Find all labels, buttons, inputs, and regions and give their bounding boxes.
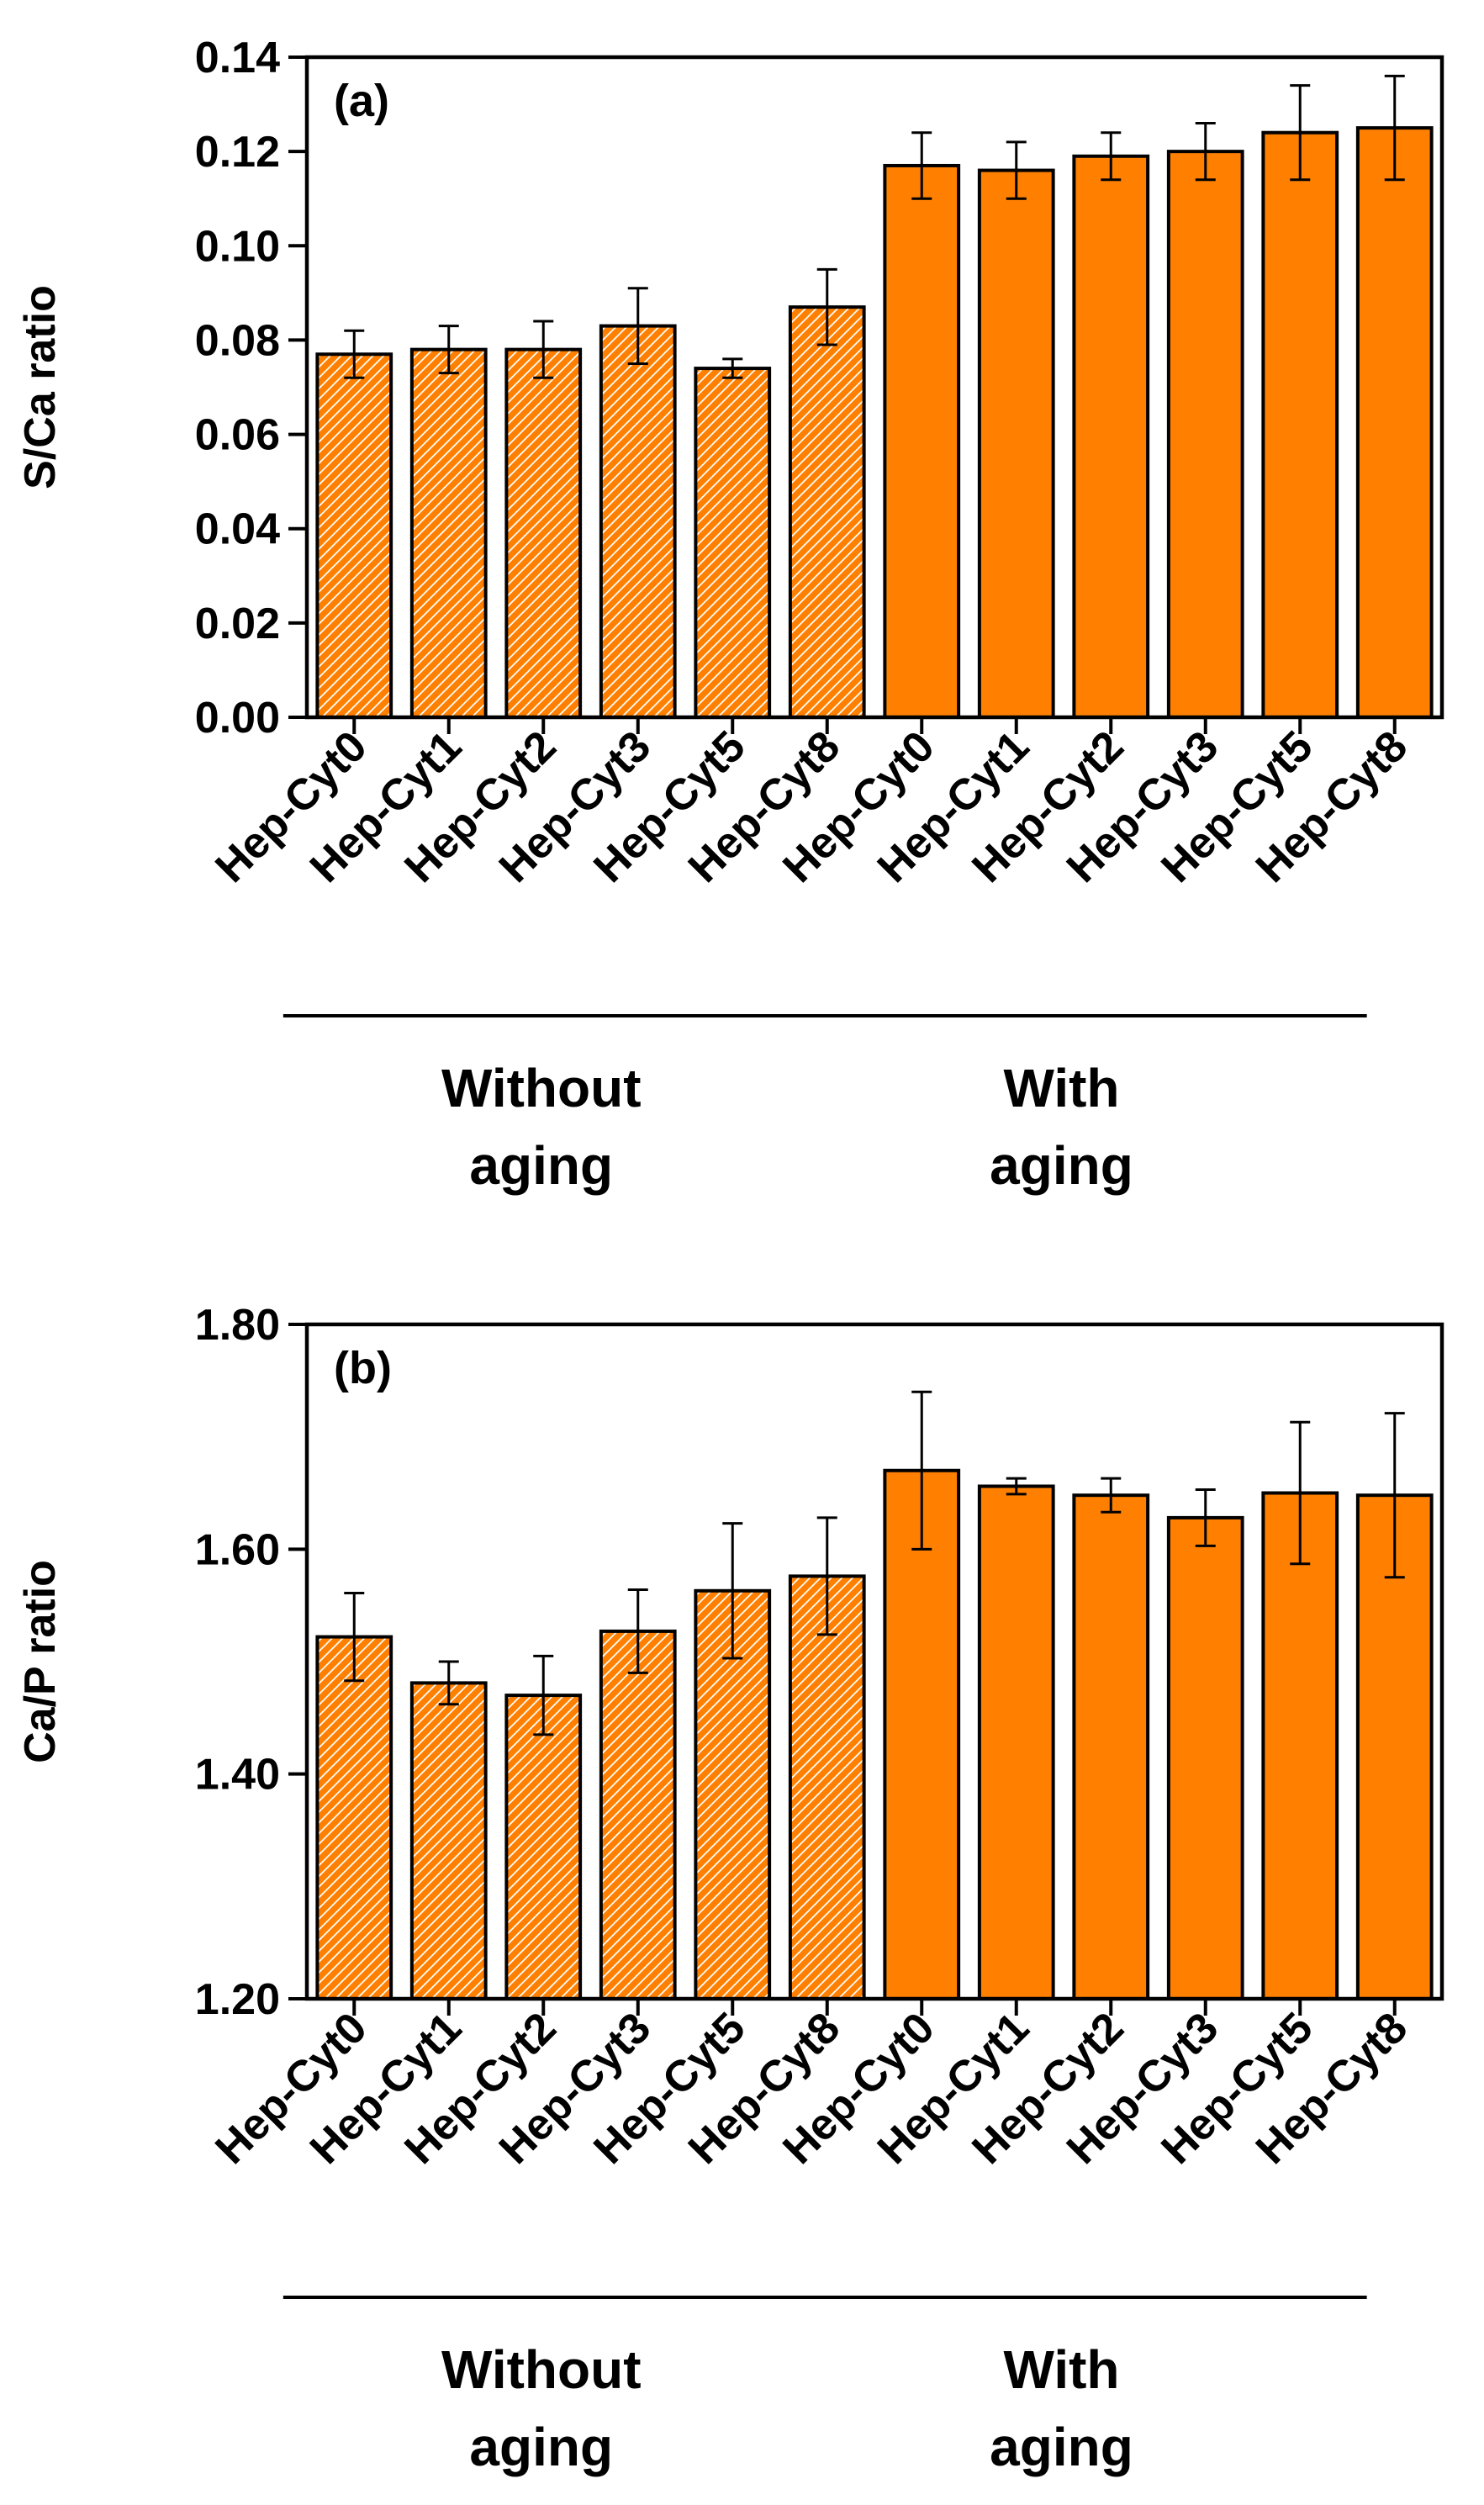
group-label-line1: Without (441, 1058, 642, 1118)
bar-without-aging-hep-cyt2 (504, 347, 583, 719)
bar-without-aging-hep-cyt8 (788, 305, 866, 719)
bar-without-aging-hep-cyt5 (694, 367, 772, 719)
y-tick-label: 0.08 (195, 316, 280, 365)
y-tick-label: 1.80 (195, 1301, 280, 1350)
error-bar-2 (533, 1654, 554, 1736)
bar-with-aging-hep-cyt1 (977, 1484, 1055, 2000)
plot-frame (304, 55, 1444, 720)
group-label-line2: aging (990, 1135, 1133, 1196)
bar-without-aging-hep-cyt2 (504, 1694, 583, 2000)
bar-with-aging-hep-cyt2 (1072, 154, 1150, 719)
error-bar-0 (344, 329, 365, 379)
group-label-line2: aging (469, 1135, 613, 1196)
error-bar-9 (1195, 122, 1216, 182)
bar-with-aging-hep-cyt0 (883, 1468, 961, 2001)
bar-without-aging-hep-cyt0 (315, 1635, 393, 2001)
group-0: Without aging (283, 1014, 800, 1196)
error-bar-1 (438, 1660, 459, 1706)
group-label-line2: aging (469, 2417, 613, 2477)
y-axis-label: S/Ca ratio (16, 285, 65, 489)
error-bar-8 (1101, 1477, 1122, 1514)
y-tick-label: 0.04 (195, 505, 280, 554)
error-bar-5 (816, 1516, 837, 1636)
bar-with-aging-hep-cyt3 (1166, 1515, 1244, 2000)
y-tick-label: 0.02 (195, 600, 280, 648)
group-label-line1: With (1003, 2339, 1119, 2400)
y-tick-label: 1.60 (195, 1525, 280, 1574)
error-bar-6 (911, 131, 932, 200)
group-label-line1: Without (441, 2339, 642, 2400)
error-bar-3 (627, 1588, 648, 1674)
panel-a-chart: 0.000.020.040.060.080.100.120.14Hep-Cyt0… (16, 34, 1444, 1196)
y-tick-label: 1.20 (195, 1975, 280, 2024)
y-tick-label: 0.06 (195, 411, 280, 460)
group-1: With aging (756, 1014, 1367, 1196)
bar-without-aging-hep-cyt1 (409, 1681, 488, 2000)
group-0: Without aging (283, 2296, 800, 2477)
bar-with-aging-hep-cyt0 (883, 163, 961, 719)
y-tick-label: 0.00 (195, 694, 280, 743)
y-axis-label: Ca/P ratio (16, 1560, 65, 1763)
group-1: With aging (756, 2296, 1367, 2477)
error-bar-7 (1006, 1477, 1027, 1496)
bar-with-aging-hep-cyt5 (1261, 130, 1339, 719)
bar-with-aging-hep-cyt1 (977, 168, 1055, 720)
y-tick-label: 0.10 (195, 222, 280, 271)
bar-without-aging-hep-cyt1 (409, 347, 488, 719)
error-bar-4 (722, 1522, 743, 1660)
bar-with-aging-hep-cyt8 (1355, 126, 1434, 720)
error-bar-11 (1384, 1412, 1405, 1579)
y-tick-label: 0.14 (195, 34, 280, 82)
bar-without-aging-hep-cyt0 (315, 352, 393, 719)
error-bar-10 (1290, 84, 1311, 182)
y-tick-label: 1.40 (195, 1751, 280, 1799)
bar-with-aging-hep-cyt5 (1261, 1491, 1339, 2000)
panel-label: (a) (334, 76, 389, 126)
error-bar-7 (1006, 140, 1027, 200)
error-bar-4 (722, 357, 743, 379)
error-bar-10 (1290, 1420, 1311, 1566)
y-tick-label: 0.12 (195, 128, 280, 177)
group-label-line2: aging (990, 2417, 1133, 2477)
group-label-line1: With (1003, 1058, 1119, 1118)
error-bar-9 (1195, 1488, 1216, 1547)
bar-without-aging-hep-cyt8 (788, 1574, 866, 2000)
error-bar-0 (344, 1591, 365, 1683)
plot-frame (304, 1322, 1444, 2001)
bar-without-aging-hep-cyt3 (599, 1629, 677, 2001)
error-bar-8 (1101, 131, 1122, 182)
panel-label: (b) (334, 1343, 392, 1393)
error-bar-5 (816, 267, 837, 346)
error-bar-11 (1384, 74, 1405, 182)
error-bar-3 (627, 287, 648, 365)
error-bar-6 (911, 1390, 932, 1551)
panel-b-chart: 1.201.401.601.80Hep-Cyt0Hep-Cyt1Hep-Cyt2… (16, 1301, 1444, 2477)
error-bar-2 (533, 320, 554, 379)
error-bar-1 (438, 325, 459, 375)
bar-without-aging-hep-cyt3 (599, 324, 677, 719)
bar-with-aging-hep-cyt3 (1166, 150, 1244, 719)
bar-with-aging-hep-cyt2 (1072, 1493, 1150, 2000)
